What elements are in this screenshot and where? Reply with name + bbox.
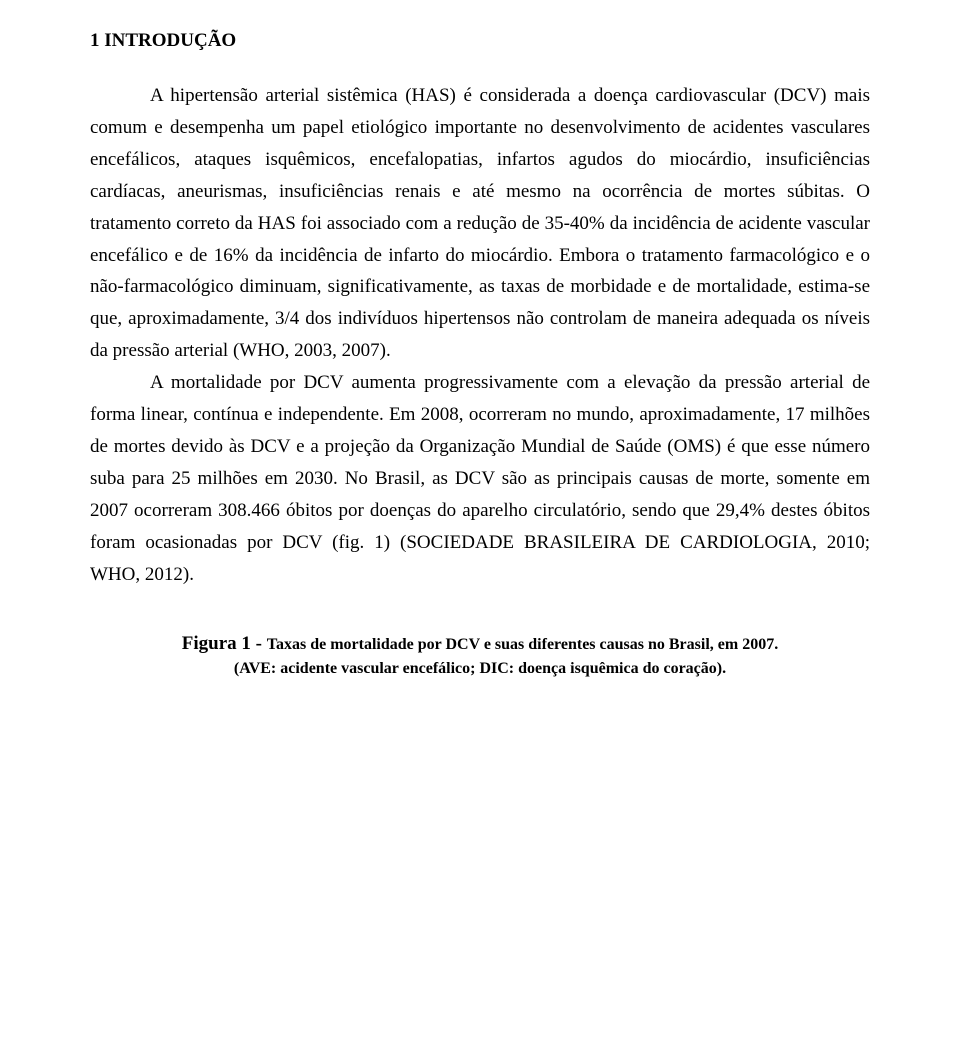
section-heading: 1 INTRODUÇÃO	[90, 30, 870, 52]
figure-title: Taxas de mortalidade por DCV e suas dife…	[267, 636, 778, 653]
paragraph-1: A hipertensão arterial sistêmica (HAS) é…	[90, 80, 870, 367]
paragraph-2: A mortalidade por DCV aumenta progressiv…	[90, 367, 870, 590]
document-page: 1 INTRODUÇÃO A hipertensão arterial sist…	[0, 0, 960, 711]
figure-subtitle: (AVE: acidente vascular encefálico; DIC:…	[234, 660, 726, 677]
figure-caption: Figura 1 - Taxas de mortalidade por DCV …	[90, 631, 870, 682]
figure-label: Figura 1 -	[182, 633, 267, 654]
